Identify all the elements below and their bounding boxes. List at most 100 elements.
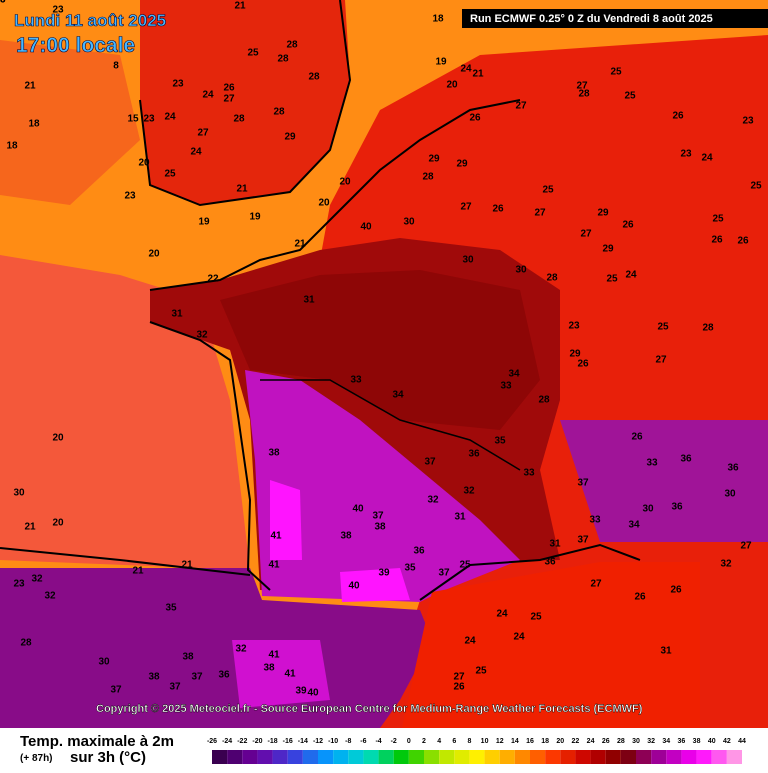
- temp-label: 23: [52, 5, 64, 16]
- scale-swatch: [620, 750, 636, 764]
- scale-label: 42: [723, 738, 731, 745]
- ireland-zone: [0, 40, 140, 205]
- temp-label: 36: [544, 557, 556, 568]
- temp-label: 26: [634, 592, 646, 603]
- temp-label: 26: [492, 204, 504, 215]
- temp-label: 20: [52, 433, 64, 444]
- scale-label: -2: [391, 738, 397, 745]
- temp-label: 28: [702, 323, 714, 334]
- temp-label: 31: [549, 539, 561, 550]
- temp-label: 31: [303, 295, 315, 306]
- isotherm: [260, 379, 521, 471]
- scale-label: 32: [647, 738, 655, 745]
- scale-swatch: [242, 750, 258, 764]
- scale-label: 38: [693, 738, 701, 745]
- scale-label: 28: [617, 738, 625, 745]
- temp-label: 27: [197, 128, 209, 139]
- peak-heat: [270, 480, 302, 560]
- scale-label: -22: [237, 738, 247, 745]
- temp-label: 20: [148, 249, 160, 260]
- temp-label: 21: [294, 239, 306, 250]
- temp-label: 32: [31, 574, 43, 585]
- scale-label: 34: [662, 738, 670, 745]
- scale-label: -6: [360, 738, 366, 745]
- temp-label: 33: [523, 468, 535, 479]
- temp-label: 21: [236, 184, 248, 195]
- temp-label: 25: [712, 214, 724, 225]
- legend-offset: (+ 87h): [20, 753, 53, 764]
- temp-label: 25: [530, 612, 542, 623]
- copyright: Copyright © 2025 Meteociel.fr - Source E…: [96, 703, 643, 715]
- italy-heat: [560, 420, 768, 542]
- temp-label: 25: [247, 48, 259, 59]
- temp-label: 39: [295, 686, 307, 697]
- temp-label: 36: [468, 449, 480, 460]
- temp-label: 40: [360, 222, 372, 233]
- coastline: [419, 543, 641, 601]
- temp-label: 27: [576, 81, 588, 92]
- scale-swatch: [227, 750, 243, 764]
- scale-label: -14: [298, 738, 308, 745]
- temp-label: 30: [13, 488, 25, 499]
- temp-label: 41: [268, 650, 280, 661]
- scale-swatch: [302, 750, 318, 764]
- temp-label: 41: [284, 669, 296, 680]
- temp-label: 27: [655, 355, 667, 366]
- temp-label: 23: [172, 79, 184, 90]
- temp-label: 29: [456, 159, 468, 170]
- temp-label: 22: [207, 274, 219, 285]
- temp-label: 33: [500, 381, 512, 392]
- temp-label: 23: [568, 321, 580, 332]
- scale-label: 44: [738, 738, 746, 745]
- scale-label: -18: [268, 738, 278, 745]
- scale-swatch: [484, 750, 500, 764]
- temp-label: 24: [164, 112, 176, 123]
- temp-label: 39: [378, 568, 390, 579]
- scale-label: -8: [345, 738, 351, 745]
- temp-label: 33: [589, 515, 601, 526]
- temp-label: 40: [307, 688, 319, 699]
- temp-label: 34: [392, 390, 404, 401]
- scale-swatch: [499, 750, 515, 764]
- temp-label: 32: [720, 559, 732, 570]
- temp-label: 27: [580, 229, 592, 240]
- run-info: Run ECMWF 0.25° 0 Z du Vendredi 8 août 2…: [470, 13, 713, 25]
- temp-label: 30: [403, 217, 415, 228]
- temp-label: 36: [727, 463, 739, 474]
- scale-label: 30: [632, 738, 640, 745]
- temp-label: 27: [740, 541, 752, 552]
- temp-label: 23: [13, 579, 25, 590]
- temp-label: 31: [454, 512, 466, 523]
- scale-swatch: [378, 750, 394, 764]
- scale-swatch: [363, 750, 379, 764]
- scale-swatch: [711, 750, 727, 764]
- temp-label: 28: [233, 114, 245, 125]
- temp-label: 20: [318, 198, 330, 209]
- scale-label: 0: [407, 738, 411, 745]
- temp-label: 30: [724, 489, 736, 500]
- scale-label: 12: [496, 738, 504, 745]
- temp-label: 18: [28, 119, 40, 130]
- temp-label: 21: [24, 522, 36, 533]
- temp-label: 25: [542, 185, 554, 196]
- local-time: 17:00 locale: [16, 34, 135, 57]
- scale-label: -12: [313, 738, 323, 745]
- temp-label: 36: [413, 546, 425, 557]
- scale-label: -26: [207, 738, 217, 745]
- scale-label: 8: [467, 738, 471, 745]
- temp-label: 35: [494, 436, 506, 447]
- temp-label: 21: [24, 81, 36, 92]
- color-scale: -26 -24 -22 -20 -18 -16 -14 -12 -10 -8 -6 -4 -2 0 2 4 6 8…: [207, 738, 746, 764]
- temp-label: 28: [273, 107, 285, 118]
- coastline: [149, 321, 271, 591]
- temp-label: 28: [578, 89, 590, 100]
- scale-swatch: [514, 750, 530, 764]
- temp-label: 28: [20, 638, 32, 649]
- temp-label: 24: [460, 64, 472, 75]
- temp-label: 20: [138, 158, 150, 169]
- temp-label: 19: [435, 57, 447, 68]
- temp-label: 25: [624, 91, 636, 102]
- scale-label: -24: [222, 738, 232, 745]
- scale-swatch: [318, 750, 334, 764]
